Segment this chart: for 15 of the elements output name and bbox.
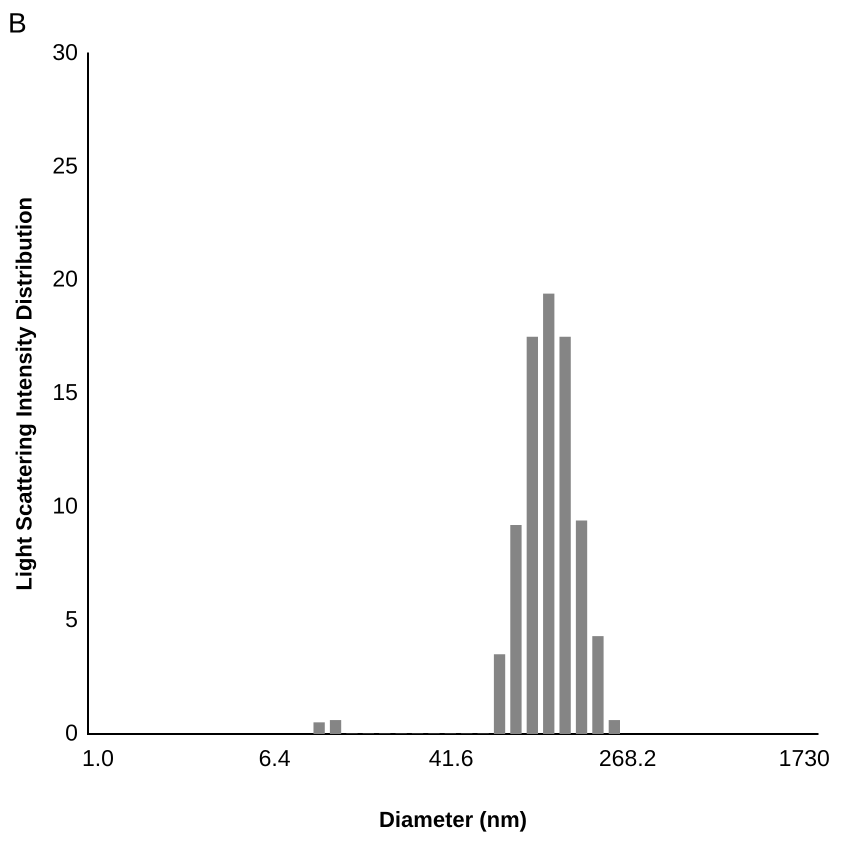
y-tick-label: 15 (52, 379, 78, 406)
x-tick-label: 268.2 (598, 745, 656, 772)
x-tick-label: 41.6 (428, 745, 474, 772)
x-tick-label: 6.4 (258, 745, 291, 772)
y-tick-label: 30 (52, 38, 78, 65)
x-tick-label: 1.0 (82, 745, 114, 772)
x-axis-title: Diameter (nm) (379, 806, 527, 832)
y-tick-label: 10 (52, 492, 78, 519)
y-tick-label: 5 (65, 606, 78, 632)
x-tick-label: 1730 (778, 745, 830, 772)
y-axis-title: Light Scattering Intensity Distribution (11, 197, 36, 591)
y-tick-label: 20 (52, 266, 78, 292)
y-tick-label: 25 (52, 152, 78, 178)
chart-title: B (8, 8, 27, 39)
y-tick-label: 0 (65, 719, 78, 746)
